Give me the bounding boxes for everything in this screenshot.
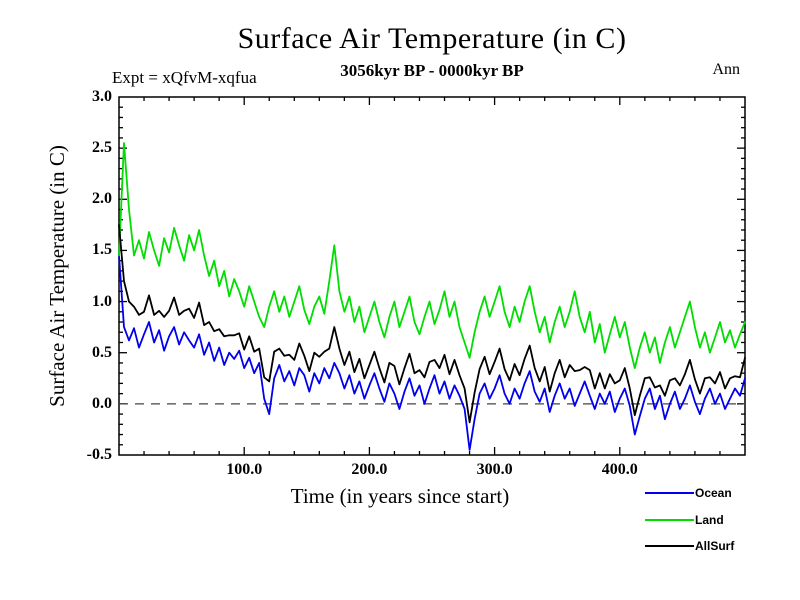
legend-item-land: Land [645, 513, 724, 527]
y-tick-label: 2.5 [92, 139, 112, 157]
legend-line-allsurf [645, 545, 694, 547]
legend-line-ocean [645, 492, 694, 494]
y-tick-label: 0.0 [92, 394, 112, 412]
y-tick-label: -0.5 [86, 446, 112, 463]
legend-line-land [645, 518, 694, 521]
x-axis-title: Time (in years since start) [290, 484, 510, 508]
y-tick-label: 2.0 [92, 190, 112, 208]
ocean-series-line [118, 254, 746, 451]
y-tick-label: 1.5 [92, 241, 112, 259]
plot-frame [118, 96, 746, 456]
experiment-label: Expt = xQfvM-xqfua [112, 68, 257, 87]
x-tick-label: 200.0 [351, 461, 388, 478]
chart-title: Surface Air Temperature (in C) [237, 22, 627, 55]
legend-label: Ocean [695, 486, 732, 500]
legend-item-ocean: Ocean [645, 486, 732, 500]
land-series-line [118, 142, 746, 370]
y-tick-label: 3.0 [92, 88, 112, 105]
legend-item-allsurf: AllSurf [645, 539, 734, 553]
legend-label: Land [695, 512, 724, 527]
y-tick-label: 1.0 [92, 292, 112, 310]
allsurf-series-line [118, 223, 746, 424]
season-label: Ann [712, 61, 740, 78]
y-tick-label: 0.5 [92, 343, 112, 361]
legend-label: AllSurf [695, 539, 735, 553]
x-tick-label: 300.0 [476, 461, 513, 478]
x-tick-label: 100.0 [226, 461, 263, 478]
chart-subtitle: 3056kyr BP - 0000kyr BP [340, 61, 524, 80]
x-tick-label: 400.0 [601, 461, 638, 478]
